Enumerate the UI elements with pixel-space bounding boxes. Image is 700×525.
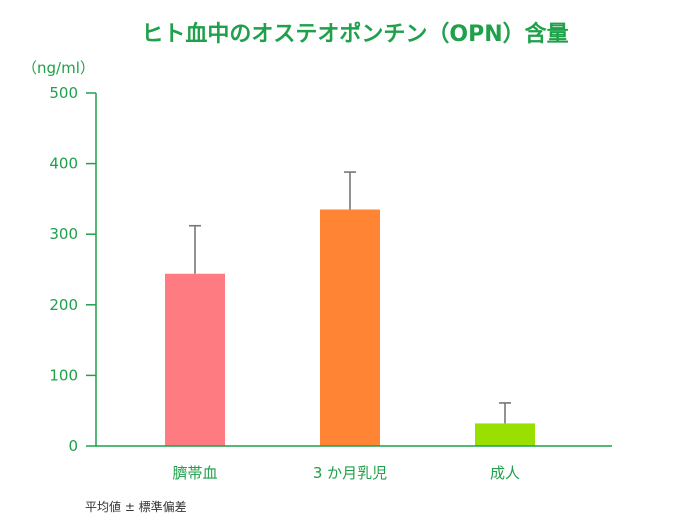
- bars: [165, 209, 535, 446]
- y-tick-label-2: 200: [49, 296, 78, 314]
- y-axis-unit: （ng/ml）: [22, 59, 95, 77]
- error-bars: [189, 171, 511, 424]
- bar-2: [475, 423, 535, 446]
- y-tick-label-4: 400: [49, 155, 78, 173]
- chart-title: ヒト血中のオステオポンチン（OPN）含量: [141, 21, 568, 47]
- category-label-0: 臍帯血: [172, 464, 217, 482]
- bar-1: [320, 209, 380, 446]
- y-tick-label-0: 0: [68, 437, 78, 455]
- y-axis-ticks: 0 100 200 300 400 500: [49, 84, 96, 455]
- bar-0: [165, 273, 225, 446]
- y-tick-label-1: 100: [49, 366, 78, 384]
- y-tick-label-3: 300: [49, 225, 78, 243]
- y-tick-label-5: 500: [49, 84, 78, 102]
- category-label-1: 3 か月乳児: [313, 464, 387, 482]
- footnote: 平均値 ± 標準偏差: [85, 499, 187, 514]
- category-label-2: 成人: [490, 464, 520, 482]
- category-labels: 臍帯血 3 か月乳児 成人: [172, 464, 520, 482]
